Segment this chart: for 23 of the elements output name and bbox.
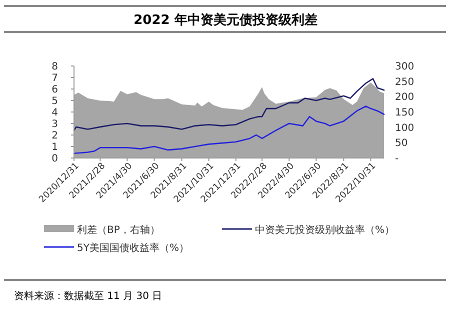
y-tick-label: 8 — [52, 62, 58, 72]
legend-label: 中资美元投资级别收益率（%） — [255, 224, 395, 236]
chart-title: 2022 年中资美元债投资级利差 — [134, 12, 318, 28]
legend-label: 利差（BP，右轴） — [77, 224, 160, 236]
y-tick-label: 3 — [52, 119, 58, 130]
y-tick-label: 2 — [52, 130, 58, 142]
line-series — [73, 106, 385, 154]
y-tick-label: 5 — [52, 96, 58, 107]
text: 资料来源：数据截至 11 月 30 日 — [14, 290, 162, 302]
y2-tick-label: 200 — [395, 92, 414, 104]
y-tick-label: 4 — [52, 108, 58, 118]
y2-tick-label: 250 — [395, 76, 414, 88]
legend-label: 5Y美国国债收益率（%） — [77, 242, 189, 254]
y-tick-label: 0 — [52, 154, 58, 164]
line-series — [73, 78, 385, 132]
y-tick-label: 1 — [52, 142, 58, 153]
y2-tick-label: 150 — [395, 108, 414, 118]
y2-tick-label: - — [395, 154, 399, 164]
y-tick-label: 7 — [52, 73, 58, 84]
y2-tick-label: 50 — [395, 138, 408, 150]
y2-tick-label: 100 — [395, 122, 414, 134]
y2-tick-label: 300 — [395, 62, 414, 72]
y-tick-label: 6 — [52, 84, 58, 96]
